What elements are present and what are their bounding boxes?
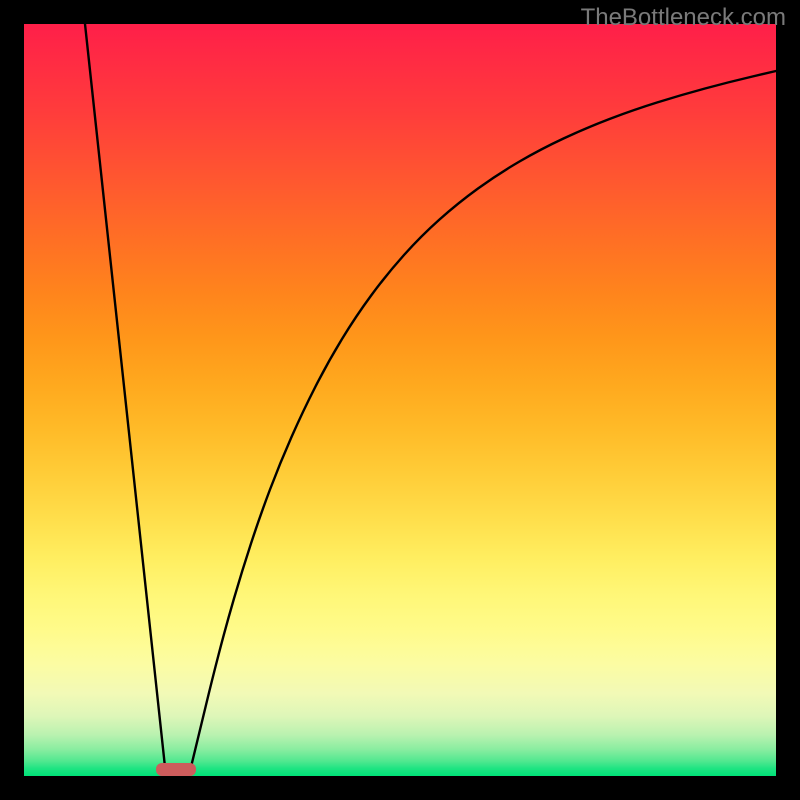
chart-background (24, 24, 776, 776)
optimal-marker (156, 763, 196, 776)
watermark-text: TheBottleneck.com (581, 4, 786, 32)
bottleneck-chart: TheBottleneck.com (0, 0, 800, 800)
chart-svg (0, 0, 800, 800)
